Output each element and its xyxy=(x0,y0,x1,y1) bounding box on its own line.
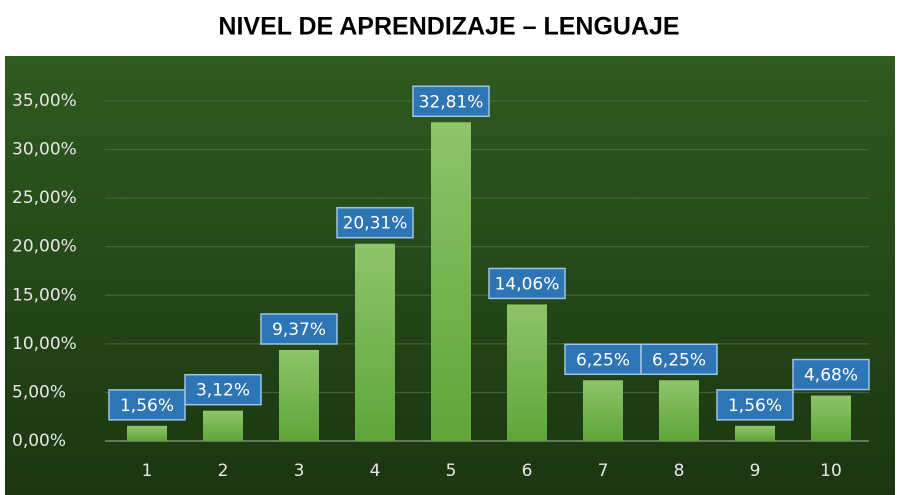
data-label: 9,37% xyxy=(272,320,326,340)
data-label: 6,25% xyxy=(576,350,630,370)
data-label-box xyxy=(716,389,794,421)
data-label: 1,56% xyxy=(120,396,174,416)
y-tick-label: 10,00% xyxy=(12,334,77,354)
bar xyxy=(203,410,243,441)
y-tick-label: 15,00% xyxy=(12,285,77,305)
data-label-box xyxy=(336,206,414,239)
bar xyxy=(355,243,395,441)
bar xyxy=(431,122,471,441)
data-label: 20,31% xyxy=(343,214,408,234)
data-label-box xyxy=(108,389,186,421)
x-tick-label: 3 xyxy=(294,461,305,481)
bar xyxy=(127,425,167,441)
data-label-box xyxy=(260,313,338,345)
y-tick-label: 25,00% xyxy=(12,188,77,208)
x-tick-label: 9 xyxy=(750,461,761,481)
x-tick-label: 5 xyxy=(446,461,457,481)
x-tick-label: 1 xyxy=(142,461,153,481)
y-tick-label: 30,00% xyxy=(12,140,77,160)
bar xyxy=(735,425,775,441)
data-label-box xyxy=(488,267,566,300)
data-label-box xyxy=(412,85,490,118)
chart-title: NIVEL DE APRENDIZAJE – LENGUAJE xyxy=(218,13,679,41)
data-label-box xyxy=(564,343,642,376)
bar xyxy=(279,349,319,441)
x-tick-label: 8 xyxy=(674,461,685,481)
data-label: 1,56% xyxy=(728,396,782,416)
x-tick-label: 6 xyxy=(522,461,533,481)
y-tick-label: 0,00% xyxy=(12,431,66,451)
data-label-box xyxy=(792,358,870,391)
data-label: 14,06% xyxy=(495,274,560,294)
bar xyxy=(507,304,547,441)
data-label: 32,81% xyxy=(419,92,484,112)
y-tick-label: 5,00% xyxy=(12,382,66,402)
data-label: 4,68% xyxy=(804,366,858,386)
x-tick-label: 4 xyxy=(370,461,381,481)
data-label: 6,25% xyxy=(652,350,706,370)
bar xyxy=(811,395,851,441)
x-tick-label: 7 xyxy=(598,461,609,481)
x-tick-label: 10 xyxy=(820,461,842,481)
data-label: 3,12% xyxy=(196,381,250,401)
data-label-box xyxy=(184,373,262,406)
data-label-box xyxy=(640,343,718,376)
bar xyxy=(583,380,623,441)
x-tick-label: 2 xyxy=(218,461,229,481)
y-tick-label: 35,00% xyxy=(12,91,77,111)
y-tick-label: 20,00% xyxy=(12,237,77,257)
bar xyxy=(659,380,699,441)
